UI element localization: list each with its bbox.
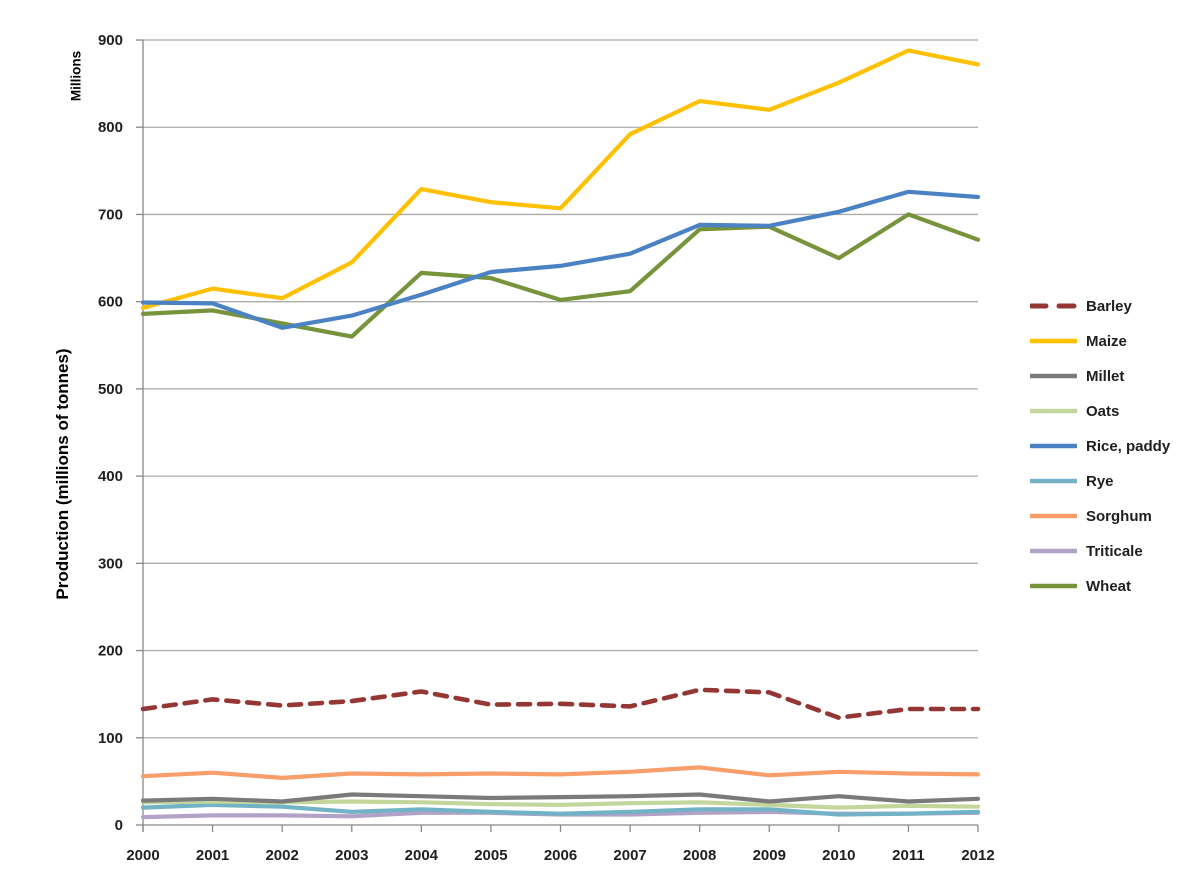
x-tick-label-2010: 2010: [822, 847, 855, 864]
legend-swatch-oats: [1030, 408, 1077, 414]
x-tick-label-2001: 2001: [196, 847, 229, 864]
legend-label-rye: Rye: [1086, 472, 1114, 490]
series-line-rye: [140, 802, 981, 817]
legend-label-oats: Oats: [1086, 402, 1120, 420]
x-tick-label-2004: 2004: [405, 847, 439, 864]
y-tick-label-300: 300: [98, 555, 123, 572]
legend-item-sorghum: Sorghum: [1030, 506, 1170, 526]
series-line-barley: [140, 687, 981, 721]
x-tick-label-2002: 2002: [265, 847, 298, 864]
x-tick-label-2003: 2003: [335, 847, 368, 864]
series-line-millet: [140, 792, 981, 804]
x-tick-label-2000: 2000: [126, 847, 159, 864]
x-tick-label-2008: 2008: [683, 847, 716, 864]
y-tick-label-900: 900: [98, 32, 123, 49]
legend-label-rice-paddy: Rice, paddy: [1086, 437, 1171, 455]
legend-label-maize: Maize: [1086, 332, 1127, 350]
legend-swatch-triticale: [1030, 548, 1077, 554]
legend-item-rice-paddy: Rice, paddy: [1030, 436, 1170, 456]
series-line-maize: [140, 48, 981, 310]
legend: Barley Maize Millet Oats Rice, paddy Rye Sorgh…: [1030, 296, 1170, 596]
series-line-sorghum: [140, 765, 981, 781]
series-line-wheat: [140, 212, 981, 339]
x-tick-label-2005: 2005: [474, 847, 507, 864]
legend-swatch-rice-paddy: [1030, 443, 1077, 449]
x-tick-label-2009: 2009: [753, 847, 786, 864]
legend-swatch-barley: [1030, 303, 1077, 309]
legend-swatch-sorghum: [1030, 513, 1077, 519]
legend-label-triticale: Triticale: [1086, 542, 1143, 560]
legend-item-oats: Oats: [1030, 401, 1170, 421]
y-tick-label-100: 100: [98, 730, 123, 747]
legend-label-wheat: Wheat: [1086, 577, 1131, 595]
legend-swatch-wheat: [1030, 583, 1077, 589]
legend-label-barley: Barley: [1086, 297, 1132, 315]
x-tick-label-2007: 2007: [613, 847, 646, 864]
legend-item-maize: Maize: [1030, 331, 1170, 351]
legend-label-millet: Millet: [1086, 367, 1125, 385]
x-tick-label-2006: 2006: [544, 847, 577, 864]
legend-item-rye: Rye: [1030, 471, 1170, 491]
y-tick-label-500: 500: [98, 381, 123, 398]
legend-item-millet: Millet: [1030, 366, 1170, 386]
y-tick-label-200: 200: [98, 643, 123, 660]
y-tick-label-700: 700: [98, 206, 123, 223]
y-tick-label-800: 800: [98, 119, 123, 136]
legend-swatch-maize: [1030, 338, 1077, 344]
x-tick-label-2011: 2011: [892, 847, 925, 864]
legend-item-triticale: Triticale: [1030, 541, 1170, 561]
y-tick-label-600: 600: [98, 294, 123, 311]
x-tick-label-2012: 2012: [961, 847, 994, 864]
legend-item-wheat: Wheat: [1030, 576, 1170, 596]
y-tick-label-400: 400: [98, 468, 123, 485]
y-tick-label-0: 0: [115, 817, 123, 834]
legend-item-barley: Barley: [1030, 296, 1170, 316]
legend-label-sorghum: Sorghum: [1086, 507, 1152, 525]
series-line-rice-paddy: [140, 189, 981, 330]
legend-swatch-millet: [1030, 373, 1077, 379]
legend-swatch-rye: [1030, 478, 1077, 484]
